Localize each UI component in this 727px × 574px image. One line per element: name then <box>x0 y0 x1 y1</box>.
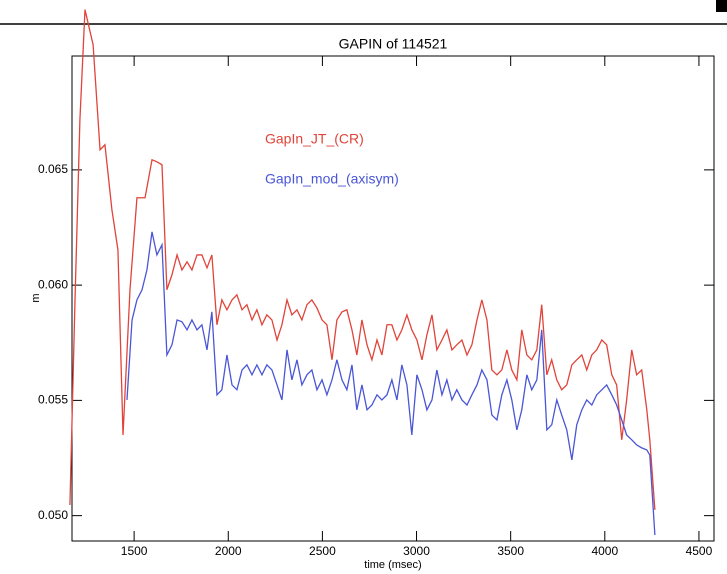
x-tick-label: 3500 <box>497 544 524 558</box>
plot-frame <box>71 55 715 542</box>
x-tick-label: 4000 <box>591 544 618 558</box>
y-tick-label: 0.050 <box>38 508 68 522</box>
x-tick-label: 2000 <box>215 544 242 558</box>
legend-entry: GapIn_mod_(axisym) <box>265 171 399 187</box>
corner-block <box>716 0 727 12</box>
x-tick-label: 2500 <box>309 544 336 558</box>
legend-entry: GapIn_JT_(CR) <box>265 131 364 147</box>
y-tick-label: 0.065 <box>38 162 68 176</box>
x-axis-label: time (msec) <box>364 559 421 571</box>
series-line <box>126 231 656 536</box>
x-tick-label: 3000 <box>403 544 430 558</box>
chart-title: GAPIN of 114521 <box>339 36 448 52</box>
series-line <box>69 9 656 510</box>
y-tick-label: 0.055 <box>38 393 68 407</box>
x-tick-label: 4500 <box>686 544 713 558</box>
y-tick-label: 0.060 <box>38 277 68 291</box>
x-tick-label: 1500 <box>121 544 148 558</box>
y-axis-label: m <box>30 293 42 302</box>
